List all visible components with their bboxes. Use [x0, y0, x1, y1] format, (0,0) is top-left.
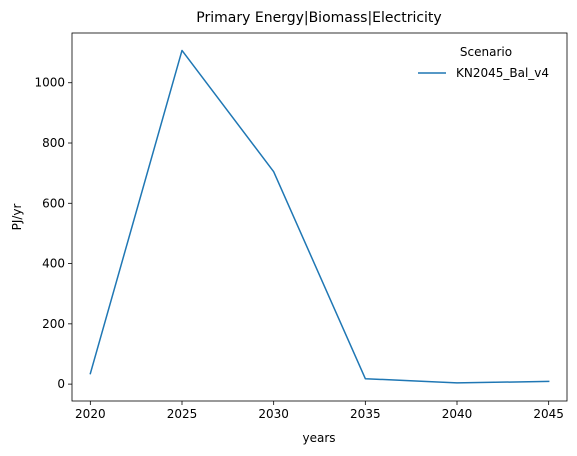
legend-title: Scenario	[460, 45, 512, 59]
x-axis: 2020 2025 2030 2035 2040 2045	[75, 401, 564, 421]
x-tick-label-2045: 2045	[533, 407, 564, 421]
x-tick-label-2030: 2030	[258, 407, 289, 421]
y-tick-label-400: 400	[42, 257, 65, 271]
y-tick-label-600: 600	[42, 196, 65, 210]
y-tick-label-1000: 1000	[34, 76, 65, 90]
legend: Scenario KN2045_Bal_v4	[418, 45, 549, 80]
x-tick-label-2020: 2020	[75, 407, 106, 421]
series-layer	[89, 49, 550, 384]
x-tick-label-2040: 2040	[442, 407, 473, 421]
x-axis-label: years	[302, 431, 335, 445]
y-axis: 0 200 400 600 800 1000	[34, 76, 72, 391]
series-line-kn2045-bal-v4	[89, 49, 550, 384]
y-tick-label-200: 200	[42, 317, 65, 331]
y-axis-label: PJ/yr	[10, 204, 24, 231]
chart-title: Primary Energy|Biomass|Electricity	[196, 10, 441, 26]
x-tick-label-2025: 2025	[167, 407, 198, 421]
plot-area: 2020 2025 2030 2035 2040 2045 0 200 400 600 800 10…	[34, 32, 568, 421]
x-tick-label-2035: 2035	[350, 407, 381, 421]
legend-entry-kn2045-bal-v4: KN2045_Bal_v4	[456, 66, 549, 80]
y-tick-label-0: 0	[57, 377, 65, 391]
plot-frame	[71, 32, 568, 402]
y-tick-label-800: 800	[42, 136, 65, 150]
